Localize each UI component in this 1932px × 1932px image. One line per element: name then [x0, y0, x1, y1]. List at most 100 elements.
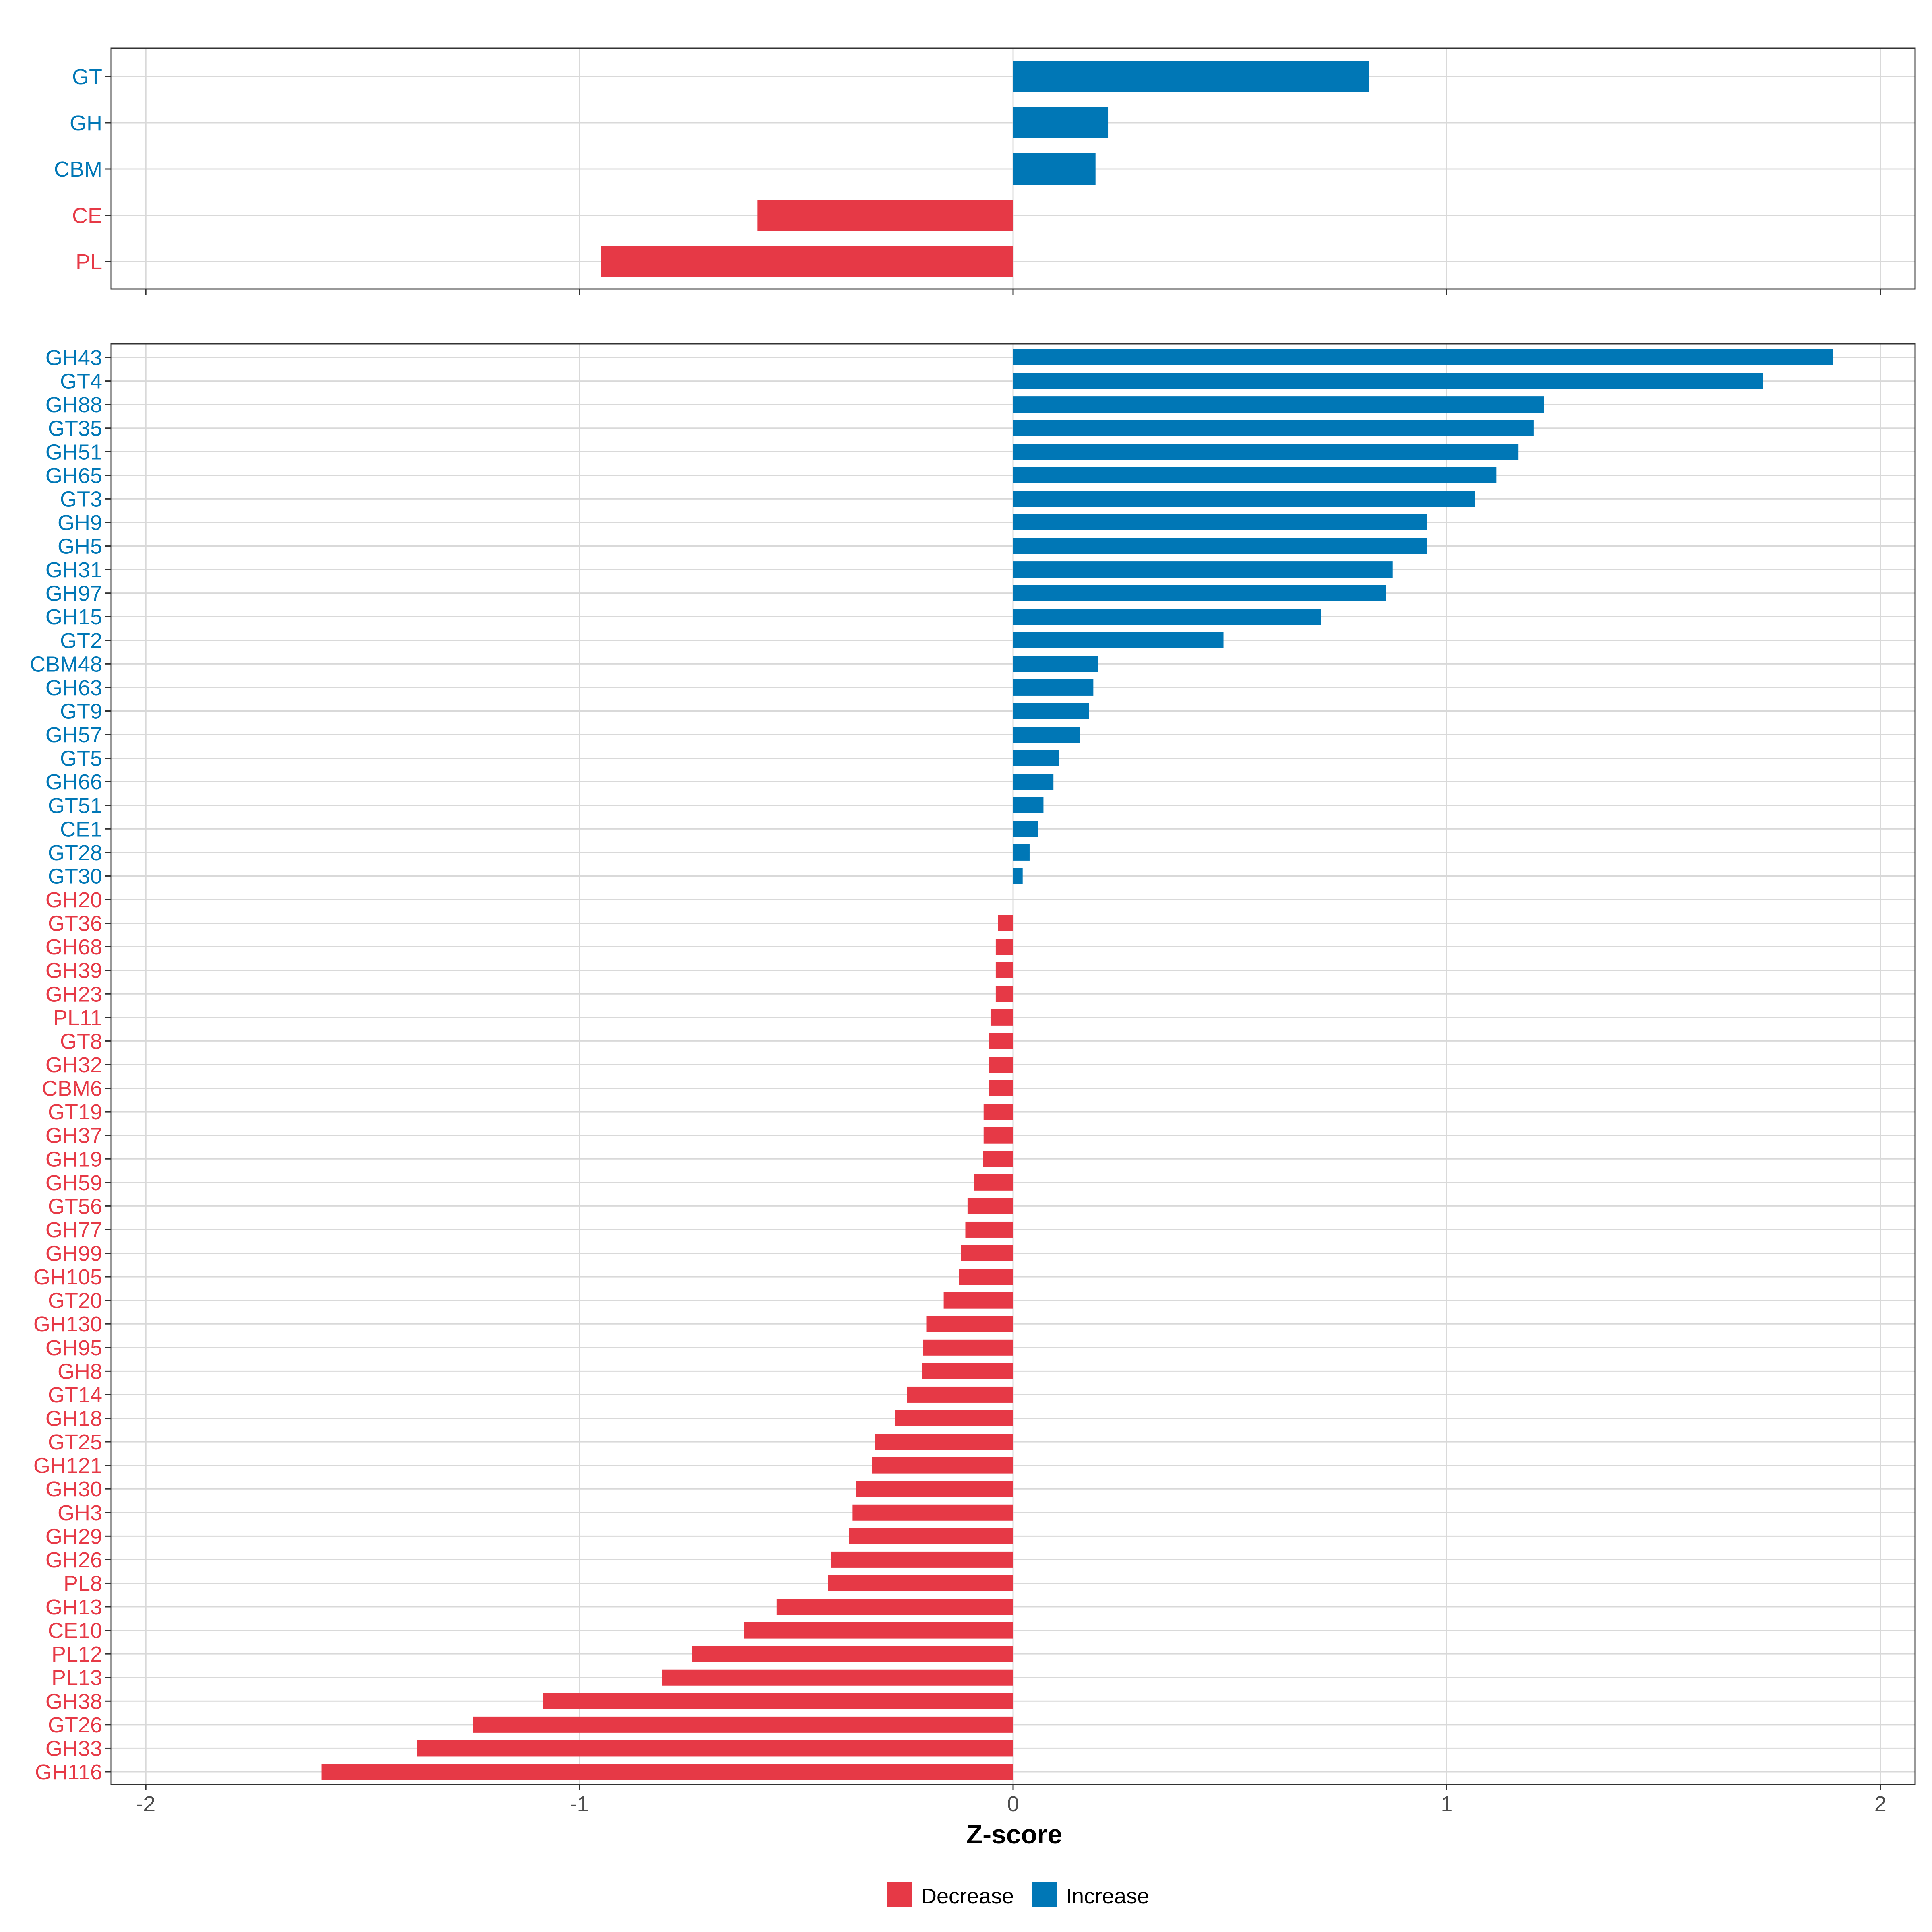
category-label-pl13: PL13 — [52, 1666, 102, 1690]
bar-ce10 — [744, 1622, 1013, 1639]
bar-gt14 — [907, 1386, 1013, 1403]
category-label-ce10: CE10 — [48, 1619, 102, 1643]
bar-gt9 — [1013, 703, 1089, 719]
bar-gh95 — [923, 1339, 1013, 1356]
bar-gh3 — [852, 1504, 1013, 1521]
bar-gt30 — [1013, 868, 1023, 884]
category-label-gh31: GH31 — [45, 558, 102, 582]
category-label-gh51: GH51 — [45, 440, 102, 464]
category-label-gh3: GH3 — [58, 1501, 102, 1525]
bar-gt26 — [473, 1716, 1013, 1733]
x-tick-label: 0 — [1007, 1792, 1019, 1816]
category-label-gt8: GT8 — [60, 1029, 102, 1053]
category-label-pl: PL — [76, 250, 102, 274]
bar-gh8 — [922, 1363, 1013, 1379]
bar-gh105 — [959, 1269, 1013, 1285]
top-panel: GT GH CBM CE PL — [54, 47, 1916, 295]
bar-gh66 — [1013, 774, 1054, 790]
bar-gt56 — [967, 1198, 1013, 1214]
category-label-cbm6: CBM6 — [42, 1077, 102, 1101]
bar-gh15 — [1013, 609, 1321, 625]
category-label-gt36: GT36 — [48, 912, 102, 936]
bar-gh59 — [974, 1174, 1013, 1191]
category-label-gt: GT — [72, 65, 102, 89]
bar-gh19 — [983, 1151, 1013, 1167]
category-label-gh116: GH116 — [35, 1760, 102, 1784]
category-label-gh37: GH37 — [45, 1124, 102, 1148]
x-tick-label: 2 — [1874, 1792, 1887, 1816]
x-tick-label: -2 — [136, 1792, 155, 1816]
category-label-gh26: GH26 — [45, 1548, 102, 1572]
bar-ce1 — [1013, 821, 1038, 837]
category-label-gt5: GT5 — [60, 747, 102, 771]
legend-swatch-decrease — [887, 1882, 912, 1907]
legend: Decrease Increase — [887, 1882, 1149, 1908]
category-label-gh99: GH99 — [45, 1242, 102, 1266]
category-label-gh66: GH66 — [45, 770, 102, 794]
bar-gt28 — [1013, 844, 1030, 861]
bar-gh63 — [1013, 679, 1094, 696]
category-label-gh88: GH88 — [45, 393, 102, 417]
category-label-gh29: GH29 — [45, 1524, 102, 1548]
category-label-gh15: GH15 — [45, 605, 102, 629]
category-label-gh43: GH43 — [45, 346, 102, 370]
category-label-gh130: GH130 — [33, 1312, 102, 1336]
category-label-pl12: PL12 — [52, 1642, 102, 1666]
category-label-cbm: CBM — [54, 157, 102, 182]
category-label-ce1: CE1 — [60, 817, 102, 841]
bar-gt5 — [1013, 750, 1059, 766]
category-label-gh23: GH23 — [45, 982, 102, 1006]
category-label-gt20: GT20 — [48, 1289, 102, 1313]
legend-label-decrease: Decrease — [921, 1884, 1014, 1908]
bar-gt2 — [1013, 632, 1224, 648]
category-label-gt4: GT4 — [60, 369, 102, 394]
category-label-gh18: GH18 — [45, 1407, 102, 1431]
bar-pl — [601, 246, 1013, 277]
bar-pl12 — [692, 1646, 1013, 1662]
category-label-gt2: GT2 — [60, 629, 102, 653]
category-label-gt25: GT25 — [48, 1430, 102, 1454]
category-label-pl8: PL8 — [64, 1571, 102, 1596]
category-label-gt3: GT3 — [60, 487, 102, 511]
bar-gh97 — [1013, 585, 1386, 601]
x-tick-label: -1 — [570, 1792, 589, 1816]
bar-gt20 — [943, 1292, 1013, 1309]
category-label-gh97: GH97 — [45, 582, 102, 606]
category-label-gh19: GH19 — [45, 1147, 102, 1171]
bar-gh18 — [895, 1410, 1013, 1426]
bar-gh32 — [989, 1057, 1013, 1073]
bar-gh — [1013, 107, 1109, 138]
bar-cbm48 — [1013, 656, 1098, 672]
category-label-gh8: GH8 — [58, 1359, 102, 1383]
category-label-gh121: GH121 — [33, 1454, 102, 1478]
bar-gh65 — [1013, 467, 1497, 483]
x-axis: -2 -1 0 1 2 — [136, 1785, 1887, 1816]
category-label-gh20: GH20 — [45, 888, 102, 912]
category-label-gh57: GH57 — [45, 723, 102, 747]
category-label-gh59: GH59 — [45, 1171, 102, 1195]
bar-gh9 — [1013, 514, 1427, 530]
category-label-gt9: GT9 — [60, 700, 102, 724]
category-label-gh65: GH65 — [45, 464, 102, 488]
bar-gh38 — [543, 1693, 1013, 1709]
bar-cbm — [1013, 153, 1096, 185]
bar-gh31 — [1013, 561, 1393, 578]
category-label-gh9: GH9 — [58, 511, 102, 535]
legend-swatch-increase — [1032, 1882, 1057, 1907]
category-label-gt26: GT26 — [48, 1713, 102, 1737]
bar-gh99 — [961, 1245, 1013, 1261]
bar-gh23 — [995, 986, 1013, 1002]
bar-gh30 — [856, 1481, 1013, 1497]
bar-gt — [1013, 61, 1369, 92]
category-label-gh39: GH39 — [45, 959, 102, 983]
bar-gh29 — [849, 1528, 1013, 1544]
bar-pl13 — [662, 1669, 1013, 1686]
bar-gh68 — [995, 939, 1013, 955]
bar-gh130 — [926, 1316, 1013, 1332]
bar-gh88 — [1013, 396, 1544, 413]
category-label-gh32: GH32 — [45, 1053, 102, 1077]
category-label-gt19: GT19 — [48, 1100, 102, 1124]
bar-cbm6 — [989, 1080, 1013, 1096]
category-label-gh30: GH30 — [45, 1477, 102, 1501]
